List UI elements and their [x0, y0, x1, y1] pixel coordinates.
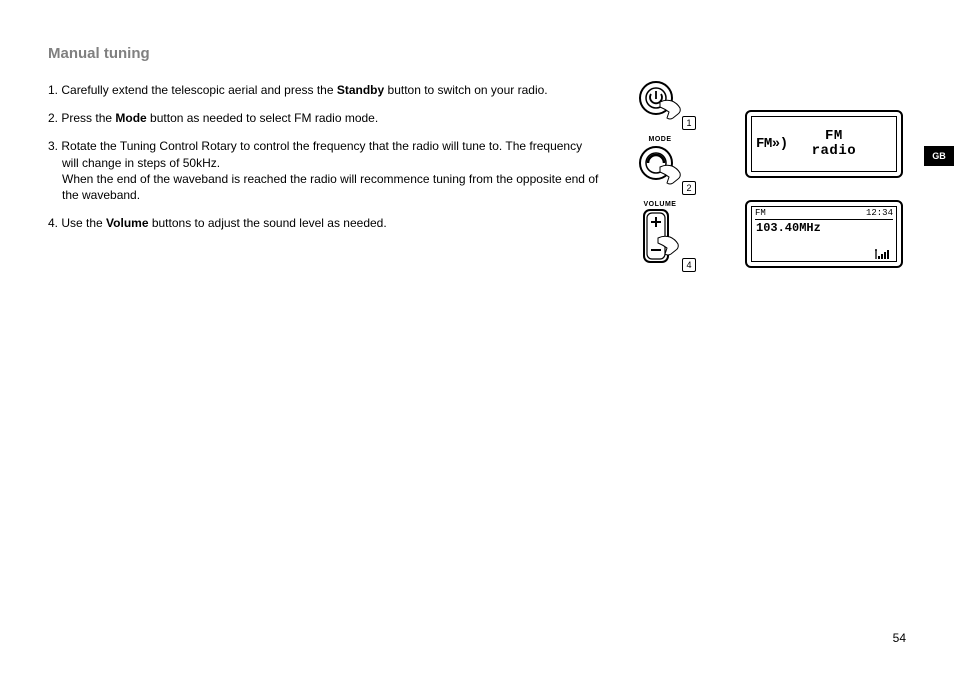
step-4: 4. Use the Volume buttons to adjust the …	[48, 215, 608, 231]
step-2: 2. Press the Mode button as needed to se…	[48, 110, 608, 126]
standby-icon-cell: 1	[620, 78, 700, 128]
volume-label: VOLUME	[620, 201, 700, 208]
lcd2-time: 12:34	[866, 208, 893, 218]
step-text: When the end of the waveband is reached …	[62, 171, 608, 203]
rotary-knob-icon	[636, 143, 684, 187]
volume-icon-cell: 4	[620, 208, 700, 274]
lcd2-band: FM	[755, 208, 766, 218]
lcd2-frequency: 103.40MHz	[756, 221, 821, 235]
volume-word: Volume	[106, 216, 148, 230]
step-num: 3.	[48, 139, 58, 153]
step-num: 1.	[48, 83, 58, 97]
page-number: 54	[893, 631, 906, 645]
language-tab: GB	[924, 146, 954, 166]
instructions-block: 1. Carefully extend the telescopic aeria…	[48, 82, 608, 231]
lcd1-line1: FM	[812, 129, 857, 144]
step-text: Rotate the Tuning Control Rotary to cont…	[58, 139, 582, 153]
fm-radio-text: FM radio	[812, 129, 857, 160]
icons-column: 1 MODE 2 VOLUME 4	[620, 78, 700, 282]
lcd-display-1: FM») FM radio	[745, 110, 903, 178]
step-text: Carefully extend the telescopic aerial a…	[58, 83, 337, 97]
volume-rocker-icon	[636, 208, 684, 268]
mode-word: Mode	[115, 111, 146, 125]
step-text: Use the	[58, 216, 106, 230]
step-1: 1. Carefully extend the telescopic aeria…	[48, 82, 608, 98]
power-button-icon	[636, 78, 684, 122]
section-heading: Manual tuning	[48, 45, 906, 62]
displays-column: FM») FM radio FM 12:34 103.40MHz	[745, 110, 903, 290]
step-text: will change in steps of 50kHz.	[62, 155, 608, 171]
step-badge-2: 2	[682, 181, 696, 195]
signal-bars-icon	[874, 249, 892, 259]
step-text: Press the	[58, 111, 115, 125]
step-text: button to switch on your radio.	[384, 83, 547, 97]
lcd-display-2: FM 12:34 103.40MHz	[745, 200, 903, 268]
step-badge-1: 1	[682, 116, 696, 130]
mode-label: MODE	[620, 136, 700, 143]
step-num: 4.	[48, 216, 58, 230]
fm-mode-icon: FM»)	[756, 136, 788, 152]
step-text: button as needed to select FM radio mode…	[147, 111, 378, 125]
step-badge-4: 4	[682, 258, 696, 272]
standby-word: Standby	[337, 83, 384, 97]
lcd1-line2: radio	[812, 144, 857, 159]
mode-icon-cell: 2	[620, 143, 700, 193]
step-num: 2.	[48, 111, 58, 125]
step-3: 3. Rotate the Tuning Control Rotary to c…	[48, 138, 608, 203]
step-text: buttons to adjust the sound level as nee…	[149, 216, 387, 230]
